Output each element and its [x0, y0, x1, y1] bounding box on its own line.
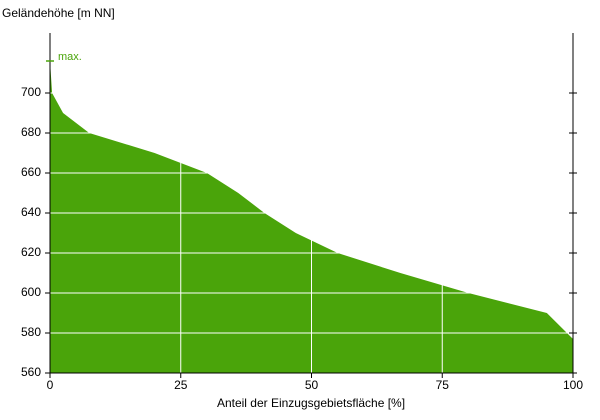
x-tick-label: 25: [174, 378, 188, 392]
y-tick-label: 560: [21, 365, 41, 379]
x-axis-label: Anteil der Einzugsgebietsfläche [%]: [217, 396, 405, 410]
y-tick-label: 580: [21, 325, 41, 339]
max-annotation: max.: [58, 51, 82, 63]
y-tick-label: 620: [21, 245, 41, 259]
y-tick-label: 640: [21, 205, 41, 219]
y-tick-label: 680: [21, 125, 41, 139]
x-tick-label: 0: [47, 378, 54, 392]
y-tick-label: 700: [21, 85, 41, 99]
x-tick-label: 75: [436, 378, 450, 392]
y-tick-label: 660: [21, 165, 41, 179]
x-tick-label: 100: [563, 378, 583, 392]
y-axis-label: Geländehöhe [m NN]: [2, 6, 115, 20]
x-tick-label: 50: [305, 378, 319, 392]
y-tick-label: 600: [21, 285, 41, 299]
